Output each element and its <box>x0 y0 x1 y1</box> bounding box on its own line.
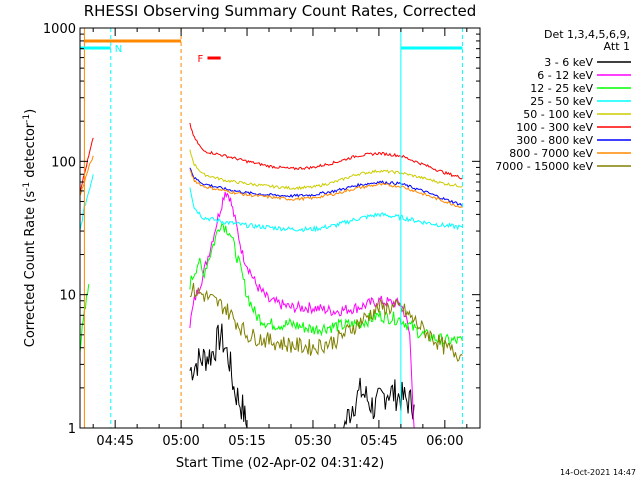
legend-header-line1: Det 1,3,4,5,6,9, <box>544 28 630 41</box>
x-tick-label-05:15: 05:15 <box>228 434 265 449</box>
series-line-2-1 <box>189 222 463 347</box>
series-line-0-0 <box>189 323 248 429</box>
x-tick-label-04:45: 04:45 <box>96 434 133 449</box>
legend-header-line2: Att 1 <box>604 40 630 53</box>
legend-label-4: 50 - 100 keV <box>523 108 593 121</box>
series-line-0-1 <box>343 377 415 429</box>
y-tick-label-1000: 1000 <box>43 22 76 37</box>
x-tick-label-05:30: 05:30 <box>294 434 331 449</box>
y-axis-label-suffix: ) <box>23 109 38 114</box>
legend-label-3: 25 - 50 keV <box>530 95 593 108</box>
y-axis-label-mid: detector <box>23 122 38 182</box>
series-line-8-0 <box>189 282 463 362</box>
series-line-7-0 <box>79 155 94 196</box>
legend-label-1: 6 - 12 keV <box>537 69 593 82</box>
legend-label-8: 7000 - 15000 keV <box>495 160 593 173</box>
plot-frame <box>79 27 481 429</box>
series-line-4-0 <box>189 149 463 191</box>
flare-flag-label: F <box>197 54 203 65</box>
series-line-5-1 <box>189 122 463 180</box>
series-line-3-1 <box>189 187 463 233</box>
y-axis-label-exp2: -1 <box>22 114 32 123</box>
y-axis-label-prefix: Corrected Count Rate (s <box>23 191 38 348</box>
chart-title: RHESSI Observing Summary Count Rates, Co… <box>84 2 477 20</box>
series-line-5-0 <box>79 137 94 192</box>
series-line-1-0 <box>189 191 415 429</box>
legend-label-7: 800 - 7000 keV <box>509 147 593 160</box>
series-line-6-0 <box>189 167 463 206</box>
legend-label-0: 3 - 6 keV <box>544 56 593 69</box>
y-axis-label: Corrected Count Rate (s-1 detector-1) <box>22 109 38 347</box>
legend-label-2: 12 - 25 keV <box>530 82 593 95</box>
y-tick-label-100: 100 <box>51 155 76 170</box>
series-layer <box>79 122 463 429</box>
y-axis-label-exp1: -1 <box>22 182 32 191</box>
x-axis-label: Start Time (02-Apr-02 04:31:42) <box>176 456 384 471</box>
series-line-3-0 <box>79 174 94 231</box>
series-line-7-1 <box>189 169 463 208</box>
x-axis-ticks: 04:45 05:00 05:15 05:30 05:45 06:00 <box>92 28 468 449</box>
cyan-interval-label-0: N <box>115 44 122 55</box>
x-tick-label-06:00: 06:00 <box>426 434 463 449</box>
y-tick-label-10: 10 <box>59 289 76 304</box>
legend-label-5: 100 - 300 keV <box>516 121 593 134</box>
x-tick-label-05:00: 05:00 <box>162 434 199 449</box>
footer-timestamp: 14-Oct-2021 14:47 <box>560 468 636 477</box>
y-axis-ticks: 1 10 100 1000 <box>43 22 480 437</box>
x-tick-label-05:45: 05:45 <box>360 434 397 449</box>
legend-label-6: 300 - 800 keV <box>516 134 593 147</box>
y-tick-label-1: 1 <box>68 422 76 437</box>
marker-layer: NF <box>79 28 463 428</box>
